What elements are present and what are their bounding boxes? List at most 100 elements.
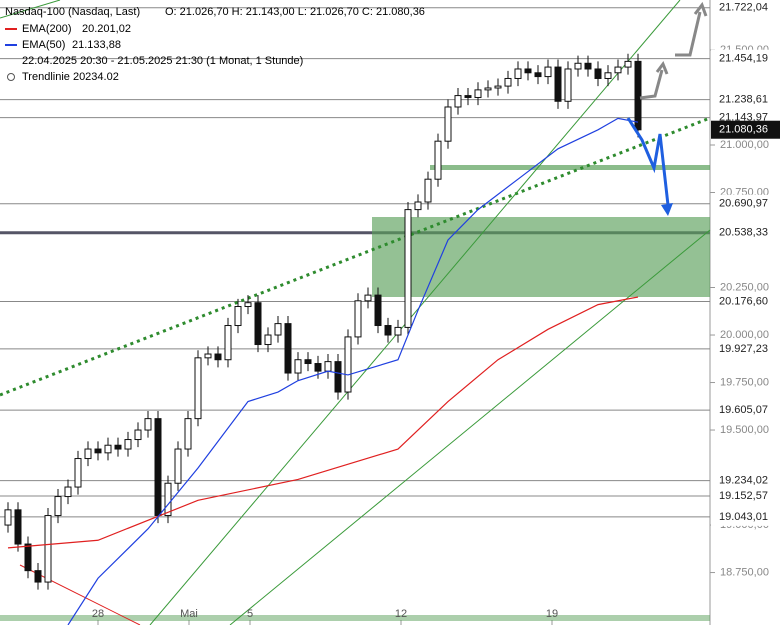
- candle-body: [264, 334, 272, 346]
- candle-body: [234, 306, 242, 327]
- candle-body: [484, 87, 492, 91]
- candle-body: [614, 66, 622, 74]
- trendline: [0, 0, 61, 19]
- candle-body: [424, 178, 432, 203]
- candle-body: [134, 429, 142, 441]
- level-box: [711, 507, 780, 526]
- candle-body: [94, 448, 102, 454]
- candle-body: [444, 106, 452, 142]
- level-box: [711, 194, 780, 213]
- candle-body: [564, 68, 572, 102]
- candle-body: [354, 300, 362, 338]
- candle-body: [434, 140, 442, 180]
- trendline: [0, 116, 711, 397]
- candle-body: [274, 323, 282, 336]
- level-box: [711, 223, 780, 242]
- candle-body: [454, 95, 462, 108]
- candle-body: [244, 302, 252, 308]
- candle-body: [64, 486, 72, 498]
- level-box: [711, 49, 780, 68]
- ema-line: [67, 117, 639, 626]
- candle-body: [494, 85, 502, 89]
- y-tick-label: 19.500,00: [720, 424, 769, 436]
- y-tick-label: 20.250,00: [720, 281, 769, 293]
- scenario-arrow: [675, 1, 708, 57]
- candle-body: [224, 325, 232, 361]
- ema-line: [7, 296, 639, 549]
- candle-body: [384, 325, 392, 336]
- y-tick-label: 20.000,00: [720, 329, 769, 341]
- candle-body: [34, 570, 42, 583]
- period: 22.04.2025 20:30 - 21.05.2025 21:30 (1 M…: [22, 55, 303, 67]
- icon: [7, 73, 15, 81]
- candle-body: [334, 361, 342, 393]
- candle-body: [4, 509, 12, 526]
- legend: Nasdaq-100 (Nasdaq, Last) O: 21.026,70 H…: [5, 6, 425, 83]
- candle-body: [324, 361, 332, 372]
- candle-body: [594, 68, 602, 79]
- x-tick-label: Mai: [180, 608, 198, 620]
- candle-body: [74, 458, 82, 488]
- ohlc: O: 21.026,70 H: 21.143,00 L: 21.026,70 C…: [165, 6, 425, 18]
- candle-body: [534, 72, 542, 78]
- candle-body: [104, 444, 112, 454]
- y-tick-label: 19.750,00: [720, 376, 769, 388]
- scenario-arrow: [639, 60, 669, 100]
- x-tick-label: 5: [247, 608, 253, 620]
- candle-body: [364, 294, 372, 302]
- y-tick-label: 18.750,00: [720, 566, 769, 578]
- candle-body: [184, 418, 192, 450]
- candle-body: [544, 66, 552, 78]
- candle-body: [344, 336, 352, 393]
- level-label: 19.043,01: [719, 511, 768, 523]
- candle-body: [44, 515, 52, 583]
- forecast-arrow: [626, 117, 670, 206]
- candle-body: [114, 444, 122, 450]
- candle-body: [624, 60, 632, 68]
- candle-body: [284, 323, 292, 374]
- candle-body: [84, 448, 92, 460]
- level-label: 20.176,60: [719, 295, 768, 307]
- legend-label: EMA(200): [22, 23, 72, 35]
- candle-body: [554, 66, 562, 102]
- level-box: [711, 471, 780, 490]
- candle-body: [154, 418, 162, 517]
- zone: [372, 217, 710, 297]
- x-tick-label: 28: [92, 608, 104, 620]
- candle-body: [514, 68, 522, 79]
- candle-body: [14, 509, 22, 545]
- candle-body: [24, 543, 32, 572]
- level-label: 21.238,61: [719, 94, 768, 106]
- level-label: 21.143,97: [719, 112, 768, 124]
- level-box: [711, 292, 780, 311]
- level-box: [711, 90, 780, 109]
- level-label: 21.454,19: [719, 53, 768, 65]
- trendline: [229, 229, 711, 626]
- legend-value: 21.133,88: [72, 39, 121, 51]
- level-label: 19.927,23: [719, 343, 768, 355]
- candle-body: [254, 302, 262, 346]
- level-label: 19.152,57: [719, 490, 768, 502]
- level-box: [711, 487, 780, 506]
- x-tick-label: 19: [546, 608, 558, 620]
- level-box: [711, 339, 780, 358]
- candle-body: [214, 353, 222, 361]
- level-label: 20.538,33: [719, 227, 768, 239]
- candle-body: [54, 496, 62, 517]
- candle-body: [574, 62, 582, 70]
- candle-body: [464, 95, 472, 98]
- candle-body: [204, 353, 212, 359]
- candle-body: [374, 294, 382, 327]
- candle-body: [604, 72, 612, 79]
- level-box: [711, 0, 780, 17]
- level-label: 21.722,04: [719, 2, 768, 14]
- zone-band: [0, 615, 710, 621]
- trendline: [149, 0, 681, 626]
- candle-body: [294, 359, 302, 374]
- candle-body: [404, 209, 412, 328]
- candle-body: [524, 68, 532, 74]
- candle-body: [194, 357, 202, 420]
- arrow-head: [661, 203, 673, 216]
- legend-label: EMA(50): [22, 39, 65, 51]
